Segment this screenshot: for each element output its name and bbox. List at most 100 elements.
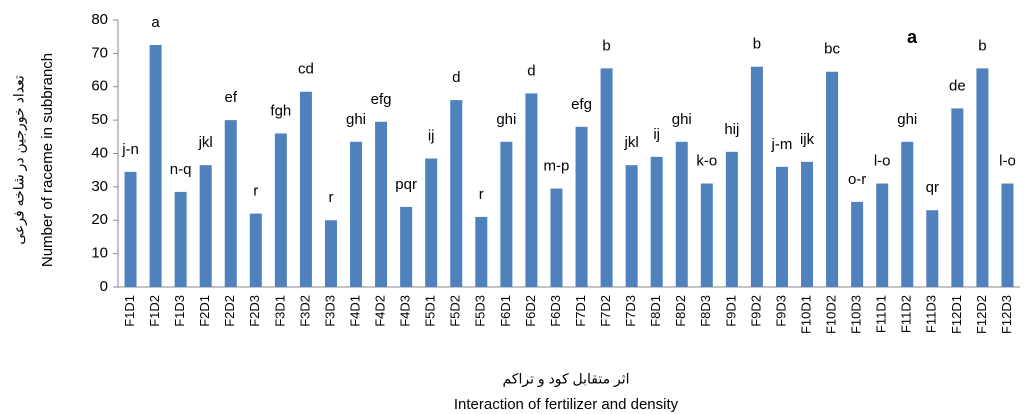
- y-tick-label: 50: [91, 111, 108, 128]
- y-axis-label: Number of raceme in subbranch: [39, 53, 56, 267]
- bar: [550, 188, 563, 287]
- bar: [876, 183, 889, 287]
- significance-letter: j-m: [771, 136, 793, 153]
- x-tick-label: F4D1: [347, 295, 362, 327]
- y-tick-label: 70: [91, 44, 108, 61]
- bar: [224, 120, 237, 287]
- bar: [324, 220, 337, 287]
- significance-letter: j-n: [121, 141, 139, 158]
- significance-letter: ijk: [800, 131, 815, 148]
- significance-letter: r: [253, 183, 258, 200]
- x-tick-label: F11D2: [899, 295, 914, 333]
- x-tick-label: F5D3: [473, 295, 488, 327]
- bar: [249, 213, 262, 287]
- x-tick-label: F1D1: [122, 295, 137, 327]
- x-tick-label: F7D3: [623, 295, 638, 327]
- significance-letter: ef: [224, 89, 237, 106]
- bar: [375, 121, 388, 287]
- significance-letter: l-o: [999, 153, 1016, 170]
- bar: [400, 206, 413, 287]
- bar: [274, 133, 287, 287]
- x-tick-label: F12D1: [949, 295, 964, 334]
- significance-letter: ghi: [897, 111, 917, 128]
- significance-letter: a: [151, 14, 160, 31]
- bar: [500, 141, 513, 287]
- significance-letter: k-o: [696, 153, 717, 170]
- bar: [801, 161, 814, 287]
- bar: [901, 141, 914, 287]
- significance-letter: r: [328, 189, 333, 206]
- x-tick-label: F1D3: [172, 295, 187, 327]
- bar: [525, 93, 538, 287]
- x-tick-label: F6D2: [523, 295, 538, 327]
- significance-letter: d: [527, 62, 535, 79]
- bar: [299, 91, 312, 287]
- x-tick-label: F3D2: [297, 295, 312, 327]
- x-tick-label: F8D2: [673, 295, 688, 327]
- x-tick-label: F7D2: [598, 295, 613, 327]
- y-axis-label: تعداد خورجین در شاخه فرعی: [11, 75, 28, 245]
- significance-letter: ij: [428, 127, 435, 144]
- bar: [750, 66, 763, 287]
- x-tick-label: F6D1: [498, 295, 513, 327]
- bar: [725, 151, 738, 287]
- y-tick-label: 40: [91, 144, 108, 161]
- significance-letter: o-r: [848, 171, 866, 188]
- y-tick-label: 80: [91, 11, 108, 28]
- significance-letter: ghi: [346, 111, 366, 128]
- bar: [425, 158, 438, 287]
- significance-letter: fgh: [270, 102, 291, 119]
- x-tick-label: F12D2: [974, 295, 989, 334]
- bar: [600, 68, 613, 287]
- bar: [149, 45, 162, 287]
- significance-letter: efg: [371, 91, 392, 108]
- bar: [700, 183, 713, 287]
- x-axis-label: Interaction of fertilizer and density: [454, 396, 679, 413]
- bar: [926, 210, 939, 287]
- significance-letter: ghi: [672, 111, 692, 128]
- significance-letter: n-q: [170, 161, 192, 178]
- x-tick-label: F12D3: [999, 295, 1014, 334]
- bar: [1001, 183, 1014, 287]
- bar: [575, 126, 588, 287]
- significance-letter: b: [753, 36, 761, 53]
- significance-letter: efg: [571, 96, 592, 113]
- significance-letter: d: [452, 69, 460, 86]
- x-tick-label: F2D3: [247, 295, 262, 327]
- x-tick-label: F6D3: [548, 295, 563, 327]
- significance-letter: r: [479, 186, 484, 203]
- y-tick-label: 30: [91, 178, 108, 195]
- bar: [350, 141, 363, 287]
- y-tick-label: 20: [91, 211, 108, 228]
- significance-letter: b: [978, 37, 986, 54]
- significance-letter: jkl: [198, 134, 213, 151]
- x-tick-label: F3D3: [322, 295, 337, 327]
- x-tick-label: F7D1: [573, 295, 588, 327]
- bar: [976, 68, 989, 287]
- significance-letter: de: [949, 77, 966, 94]
- panel-label: a: [907, 27, 918, 47]
- bar: [775, 166, 788, 287]
- x-tick-label: F9D2: [748, 295, 763, 327]
- bar: [174, 191, 187, 287]
- x-tick-label: F8D1: [648, 295, 663, 327]
- bar: [675, 141, 688, 287]
- x-tick-label: F10D3: [849, 295, 864, 334]
- significance-letter: hij: [724, 121, 739, 138]
- x-tick-label: F3D1: [272, 295, 287, 327]
- x-axis-label: اثر متقابل کود و تراکم: [502, 371, 629, 388]
- x-tick-label: F10D1: [798, 295, 813, 334]
- x-tick-label: F5D2: [448, 295, 463, 327]
- significance-letter: ij: [653, 126, 660, 143]
- x-tick-label: F4D3: [398, 295, 413, 327]
- x-tick-label: F11D1: [874, 295, 889, 333]
- bar: [650, 156, 663, 287]
- significance-letter: l-o: [874, 153, 891, 170]
- x-tick-label: F4D2: [373, 295, 388, 327]
- x-tick-label: F9D3: [773, 295, 788, 327]
- bar: [851, 201, 864, 287]
- significance-letter: ghi: [496, 111, 516, 128]
- significance-letter: bc: [824, 41, 840, 58]
- bar: [625, 165, 638, 287]
